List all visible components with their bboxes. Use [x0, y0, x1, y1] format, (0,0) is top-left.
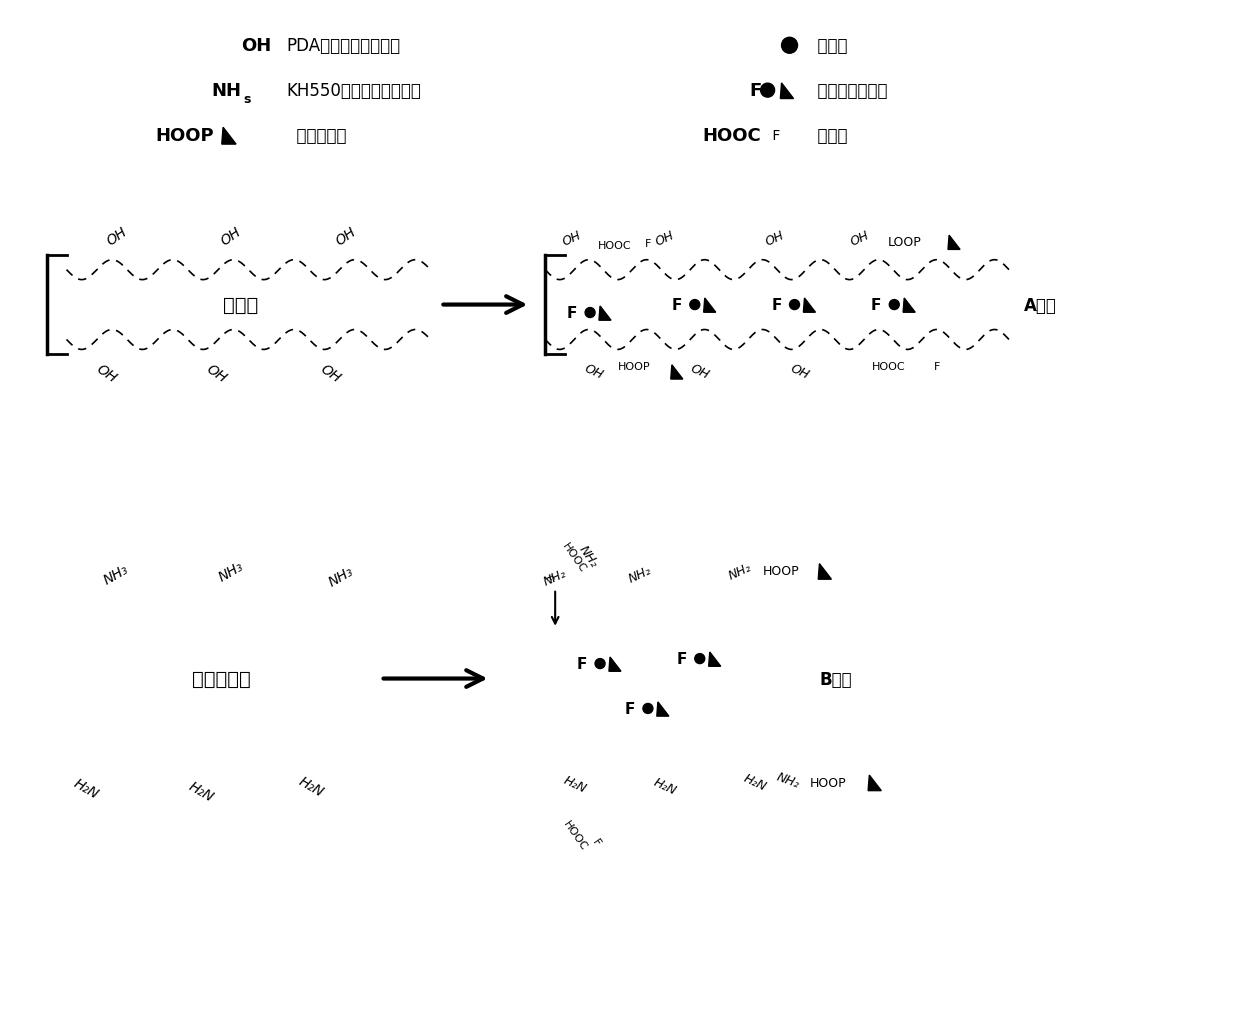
Text: HOOC: HOOC	[598, 240, 631, 251]
Text: H₂N: H₂N	[562, 773, 589, 796]
Text: NH₂: NH₂	[575, 542, 600, 570]
Text: F: F	[677, 651, 687, 666]
Polygon shape	[780, 84, 794, 100]
Polygon shape	[657, 702, 668, 716]
Text: H₂N: H₂N	[72, 775, 102, 801]
Polygon shape	[804, 299, 816, 313]
Text: OH: OH	[241, 38, 272, 55]
Text: B组分: B组分	[820, 669, 852, 688]
Text: NH₂: NH₂	[775, 770, 801, 791]
Text: OH: OH	[218, 225, 244, 249]
Polygon shape	[949, 236, 960, 250]
Polygon shape	[903, 299, 915, 313]
Text: F: F	[872, 298, 882, 313]
Polygon shape	[222, 128, 236, 145]
Text: 千羧酸: 千羧酸	[807, 127, 848, 145]
Text: NH₃: NH₃	[216, 558, 246, 584]
Text: PDA改性后表面官能团: PDA改性后表面官能团	[286, 38, 401, 55]
Text: LOOP: LOOP	[888, 235, 921, 249]
Text: A组分: A组分	[1024, 297, 1056, 314]
Text: 杂酸修饰聚苯胺: 杂酸修饰聚苯胺	[807, 83, 888, 100]
Text: 聚丙胺: 聚丙胺	[807, 38, 848, 55]
Polygon shape	[609, 657, 621, 672]
Text: OH: OH	[583, 362, 605, 382]
Text: HOOP: HOOP	[763, 565, 800, 578]
Text: NH₂: NH₂	[626, 564, 653, 585]
Text: HOOC: HOOC	[872, 362, 906, 372]
Text: H₂N: H₂N	[742, 771, 768, 794]
Circle shape	[889, 301, 899, 310]
Circle shape	[694, 654, 704, 664]
Text: OH: OH	[763, 228, 786, 249]
Text: OH: OH	[104, 225, 129, 249]
Circle shape	[585, 309, 595, 318]
Text: HOOP: HOOP	[810, 776, 846, 789]
Text: HOOC: HOOC	[562, 818, 589, 852]
Polygon shape	[818, 565, 832, 580]
Text: OH: OH	[688, 362, 712, 382]
Text: NH₃: NH₃	[102, 561, 131, 587]
Text: F: F	[577, 656, 588, 672]
Circle shape	[689, 301, 699, 310]
Text: 心墨烯: 心墨烯	[223, 296, 259, 315]
Text: s: s	[243, 93, 250, 106]
Text: HOOC: HOOC	[703, 127, 761, 145]
Text: F: F	[768, 128, 780, 143]
Text: H₂N: H₂N	[296, 773, 326, 799]
Text: F: F	[771, 298, 781, 313]
Text: F: F	[542, 574, 554, 584]
Text: NH₃: NH₃	[326, 564, 356, 589]
Text: NH₂: NH₂	[542, 567, 569, 588]
Text: NH₂: NH₂	[727, 560, 753, 582]
Text: F: F	[567, 306, 578, 321]
Text: OH: OH	[848, 228, 870, 249]
Circle shape	[760, 85, 775, 98]
Text: OH: OH	[203, 362, 229, 385]
Text: NH: NH	[211, 83, 241, 100]
Circle shape	[595, 659, 605, 668]
Circle shape	[781, 39, 797, 54]
Text: F: F	[625, 701, 635, 716]
Text: HOOP: HOOP	[155, 127, 215, 145]
Text: OH: OH	[334, 225, 358, 249]
Text: KH550改性后表面官能团: KH550改性后表面官能团	[286, 83, 420, 100]
Polygon shape	[708, 652, 720, 666]
Text: OH: OH	[560, 228, 584, 249]
Polygon shape	[671, 366, 683, 380]
Circle shape	[790, 301, 800, 310]
Text: HOOC: HOOC	[560, 541, 588, 575]
Text: 六方氮化硼: 六方氮化硼	[192, 669, 250, 689]
Text: F: F	[645, 238, 651, 249]
Text: 酸性引发剂: 酸性引发剂	[286, 127, 346, 145]
Text: H₂N: H₂N	[651, 775, 678, 798]
Text: F: F	[672, 298, 682, 313]
Text: F: F	[749, 83, 761, 100]
Text: F: F	[934, 362, 940, 372]
Text: OH: OH	[653, 228, 676, 249]
Circle shape	[642, 704, 653, 713]
Text: H₂N: H₂N	[186, 779, 216, 804]
Polygon shape	[868, 775, 882, 791]
Text: OH: OH	[94, 362, 119, 385]
Polygon shape	[599, 307, 611, 321]
Text: OH: OH	[789, 362, 811, 382]
Text: OH: OH	[319, 362, 343, 385]
Text: F: F	[590, 837, 601, 847]
Text: HOOP: HOOP	[618, 362, 651, 372]
Polygon shape	[703, 299, 715, 313]
